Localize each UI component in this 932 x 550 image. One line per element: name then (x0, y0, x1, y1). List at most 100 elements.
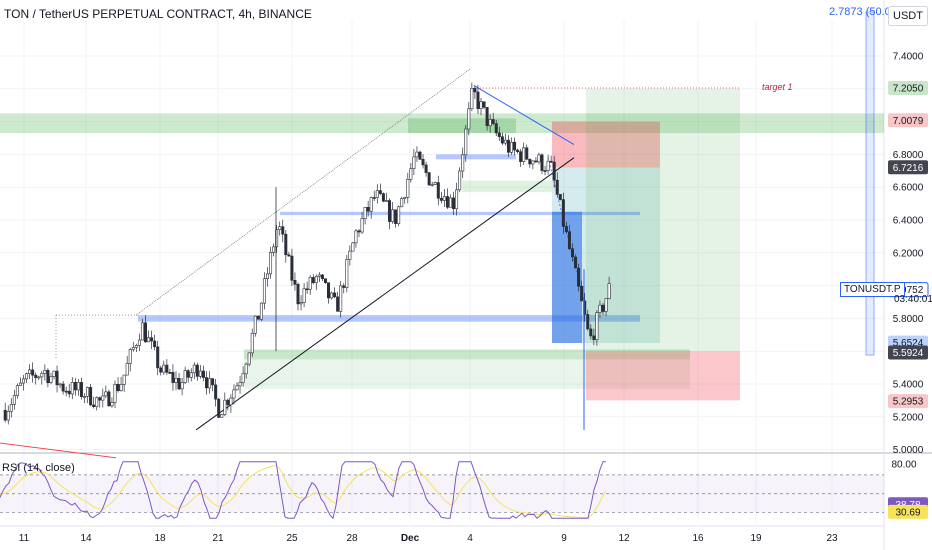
candle (208, 371, 212, 394)
candle-body (455, 189, 459, 210)
candle-body (406, 178, 410, 198)
candle-body (467, 108, 471, 130)
candle-body (192, 364, 196, 374)
candle-body (598, 304, 602, 313)
candle (354, 228, 358, 248)
candle (455, 182, 459, 216)
triangle-line (473, 85, 575, 145)
price-axis[interactable]: 7.40007.20007.00006.80006.60006.40006.20… (19, 52, 929, 545)
candle-body (314, 276, 318, 284)
time-tick: Dec (401, 533, 420, 544)
candle (339, 281, 343, 318)
candle (509, 137, 513, 155)
candle-body (9, 404, 13, 412)
candle-body (592, 335, 596, 340)
candle-body (208, 378, 212, 389)
candle-body (272, 246, 276, 253)
candle (387, 198, 391, 230)
candle-body (73, 382, 77, 391)
candle (73, 378, 77, 396)
time-tick: 28 (346, 533, 358, 544)
candle (61, 381, 65, 395)
rsi-tick: 80.00 (891, 459, 916, 470)
rsi-pane (0, 461, 884, 520)
candle (497, 126, 501, 141)
candle-body (491, 119, 495, 124)
candle (403, 196, 407, 204)
candle (21, 375, 25, 391)
price-label-box (888, 345, 928, 360)
rsi-indicator-label[interactable]: RSI (14, close) (2, 462, 75, 474)
chart-title: TON / TetherUS PERPETUAL CONTRACT, 4h, B… (4, 7, 312, 21)
candle-body (86, 387, 90, 397)
candle-body (290, 255, 294, 281)
candle (189, 368, 193, 382)
candle (436, 175, 440, 206)
candle (494, 119, 498, 137)
candle (491, 112, 495, 126)
candle (284, 230, 288, 263)
candle (46, 368, 50, 388)
candle-body (378, 190, 382, 194)
time-tick: 25 (286, 533, 298, 544)
candle (570, 243, 574, 262)
candle (86, 386, 90, 404)
candle (177, 373, 181, 391)
candle-body (360, 218, 364, 233)
candle-body (326, 282, 330, 299)
candle-body (79, 382, 83, 397)
candle (31, 362, 35, 383)
candle-body (412, 156, 416, 169)
candle-body (366, 207, 370, 212)
candle (64, 386, 68, 397)
candle (580, 280, 584, 302)
candle-body (415, 151, 419, 158)
candle (409, 162, 413, 183)
candle-body (525, 147, 529, 160)
candle (311, 274, 315, 285)
time-tick: 21 (212, 533, 224, 544)
candle (543, 165, 547, 176)
candle (79, 377, 83, 400)
candle (3, 402, 7, 423)
price-tick: 6.8000 (893, 150, 924, 161)
candle (366, 200, 370, 217)
currency-button[interactable]: USDT (888, 6, 928, 26)
candle-body (147, 337, 151, 343)
candle (470, 82, 474, 112)
candle (506, 135, 510, 157)
candle-body (253, 315, 257, 334)
candle (253, 315, 257, 337)
candle (458, 167, 462, 193)
candle (256, 315, 260, 320)
candle (168, 368, 172, 375)
candle-body (534, 160, 538, 163)
price-label: 5.5924 (893, 348, 924, 359)
candle (214, 378, 218, 407)
candle (76, 379, 80, 396)
candle-body (546, 160, 550, 171)
candle (598, 300, 602, 318)
candle-body (482, 101, 486, 108)
candle (503, 133, 507, 146)
candle (558, 194, 562, 201)
candle-body (46, 370, 50, 384)
candle-body (494, 123, 498, 134)
zones (0, 11, 884, 401)
supply-zone-top (0, 113, 884, 134)
stop-box (552, 121, 660, 168)
candle (555, 172, 559, 197)
candle (128, 347, 132, 372)
candle-body (421, 159, 425, 166)
candle (592, 328, 596, 345)
candle (269, 246, 273, 279)
candle-body (497, 132, 501, 138)
candle-body (183, 370, 187, 383)
candle-body (153, 340, 157, 348)
candle (513, 137, 517, 156)
candle-body (83, 396, 87, 398)
candle-body (473, 88, 477, 93)
candle-body (189, 372, 193, 378)
